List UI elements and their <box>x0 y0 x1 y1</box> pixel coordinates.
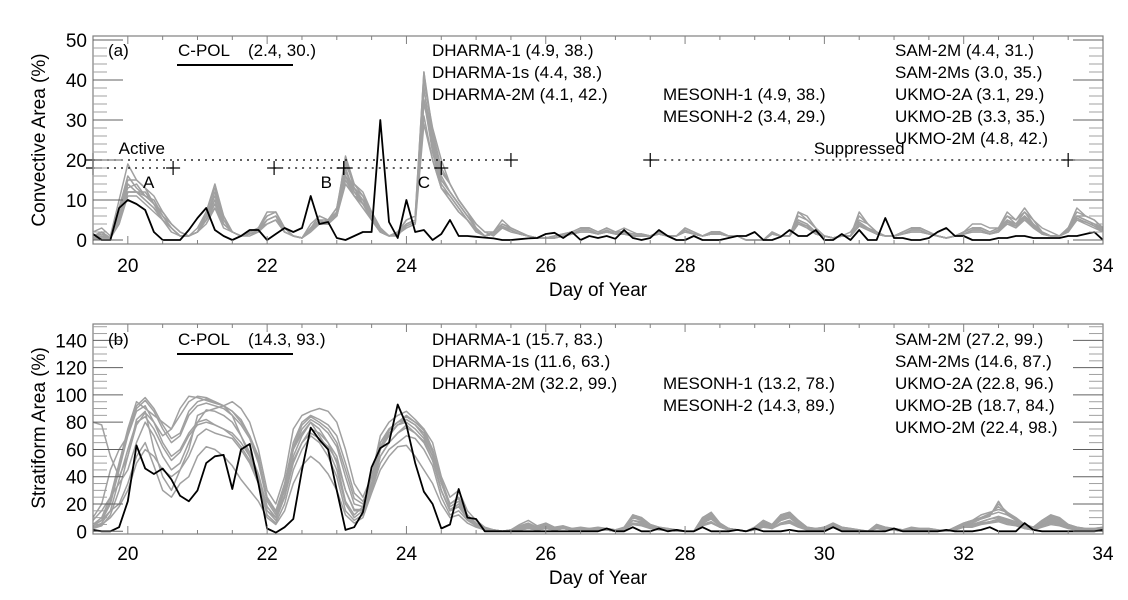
subperiod-label-b: B <box>321 173 332 192</box>
y-tick-label: 0 <box>76 231 87 252</box>
panel-stratiform: 20 22 24 26 28 30 32 34 0 20 40 60 80 100 120 140 Strat… <box>29 323 1114 589</box>
x-tick-label: 32 <box>953 256 974 277</box>
series-line-dharma-1s <box>93 441 1103 533</box>
x-tick-label: 32 <box>953 544 974 565</box>
x-tick-label: 22 <box>257 256 278 277</box>
subperiod-label-a: A <box>143 173 155 192</box>
series-line-ukmo-2m <box>93 396 1103 533</box>
subperiod-label-c: C <box>418 173 430 192</box>
y-tick-label: 100 <box>55 386 87 407</box>
x-axis-label: Day of Year <box>549 280 648 301</box>
legend-entry-ukmo-2b: UKMO-2B (18.7, 84.) <box>895 396 1055 415</box>
y-axis-label: Convective Area (%) <box>29 53 50 226</box>
panel-label: (a) <box>108 41 129 60</box>
x-tick-label: 30 <box>814 256 835 277</box>
legend-entry-dharma-1: DHARMA-1 (15.7, 83.) <box>432 330 603 349</box>
x-tick-label: 22 <box>257 544 278 565</box>
y-axis-label: Stratiform Area (%) <box>29 347 50 509</box>
legend-entry-dharma-2m: DHARMA-2M (32.2, 99.) <box>432 374 617 393</box>
x-tick-label: 34 <box>1092 544 1114 565</box>
y-tick-label: 20 <box>66 151 87 172</box>
y-tick-label: 30 <box>66 111 87 132</box>
legend-entry-dharma-1s: DHARMA-1s (4.4, 38.) <box>432 63 602 82</box>
obs-legend-name: C-POL <box>178 330 230 349</box>
legend-entry-ukmo-2a: UKMO-2A (3.1, 29.) <box>895 85 1044 104</box>
y-tick-label: 20 <box>66 495 87 516</box>
x-tick-label: 28 <box>674 256 695 277</box>
series-group <box>93 71 1103 241</box>
x-tick-label: 26 <box>535 544 556 565</box>
model-legend: DHARMA-1 (15.7, 83.) DHARMA-1s (11.6, 63.… <box>432 330 1058 437</box>
tick-labels: 20 22 24 26 28 30 32 34 0 10 20 30 40 50 <box>66 31 1114 277</box>
x-tick-label: 30 <box>814 544 835 565</box>
obs-legend-name: C-POL <box>178 41 230 60</box>
legend-entry-dharma-2m: DHARMA-2M (4.1, 42.) <box>432 85 608 104</box>
x-tick-label: 26 <box>535 256 556 277</box>
series-group <box>93 395 1103 534</box>
y-tick-label: 140 <box>55 331 87 352</box>
model-legend: DHARMA-1 (4.9, 38.) DHARMA-1s (4.4, 38.) D… <box>432 41 1048 148</box>
y-tick-label: 40 <box>66 71 87 92</box>
y-tick-label: 80 <box>66 413 87 434</box>
y-tick-label: 60 <box>66 440 87 461</box>
y-tick-label: 0 <box>76 522 87 543</box>
observation-legend: C-POL (2.4, 30.) <box>177 41 316 66</box>
y-tick-label: 120 <box>55 359 87 380</box>
axis-ticks <box>92 36 1104 244</box>
legend-entry-dharma-1s: DHARMA-1s (11.6, 63.) <box>432 352 610 371</box>
x-tick-label: 28 <box>674 544 695 565</box>
legend-entry-ukmo-2a: UKMO-2A (22.8, 96.) <box>895 374 1054 393</box>
series-line-sam-2m <box>93 395 1103 533</box>
suppressed-label: Suppressed <box>814 139 905 158</box>
series-line-c-pol <box>93 403 1103 534</box>
legend-entry-mesonh-1: MESONH-1 (4.9, 38.) <box>663 85 826 104</box>
y-tick-label: 50 <box>66 31 87 52</box>
tick-labels: 20 22 24 26 28 30 32 34 0 20 40 60 80 100 120 140 <box>55 331 1114 565</box>
legend-entry-mesonh-2: MESONH-2 (14.3, 89.) <box>663 396 835 415</box>
axis-ticks <box>92 324 1104 534</box>
x-tick-label: 24 <box>396 544 418 565</box>
period-annotations: Active Suppressed A B C <box>86 139 1076 192</box>
obs-legend-stats: (2.4, 30.) <box>248 41 316 60</box>
y-tick-label: 10 <box>66 191 87 212</box>
panel-label: (b) <box>108 330 129 349</box>
legend-entry-ukmo-2b: UKMO-2B (3.3, 35.) <box>895 107 1045 126</box>
legend-entry-ukmo-2m: UKMO-2M (22.4, 98.) <box>895 418 1058 437</box>
x-tick-label: 34 <box>1092 256 1114 277</box>
legend-entry-sam-2ms: SAM-2Ms (14.6, 87.) <box>895 352 1052 371</box>
series-line-ukmo-2m <box>93 71 1103 241</box>
legend-entry-sam-2ms: SAM-2Ms (3.0, 35.) <box>895 63 1042 82</box>
legend-entry-dharma-1: DHARMA-1 (4.9, 38.) <box>432 41 594 60</box>
x-tick-label: 20 <box>117 256 138 277</box>
series-line-dharma-2m <box>93 395 1103 533</box>
plot-frame <box>92 35 1104 245</box>
x-axis-label: Day of Year <box>549 568 648 589</box>
active-label: Active <box>119 139 165 158</box>
observation-legend: C-POL (14.3, 93.) <box>177 330 326 355</box>
series-line-c-pol <box>93 119 1103 241</box>
obs-legend-stats: (14.3, 93.) <box>248 330 326 349</box>
legend-entry-mesonh-1: MESONH-1 (13.2, 78.) <box>663 374 835 393</box>
legend-entry-sam-2m: SAM-2M (4.4, 31.) <box>895 41 1034 60</box>
x-tick-label: 24 <box>396 256 418 277</box>
y-tick-label: 40 <box>66 468 87 489</box>
x-tick-label: 20 <box>117 544 138 565</box>
legend-entry-mesonh-2: MESONH-2 (3.4, 29.) <box>663 107 826 126</box>
legend-entry-sam-2m: SAM-2M (27.2, 99.) <box>895 330 1043 349</box>
legend-entry-ukmo-2m: UKMO-2M (4.8, 42.) <box>895 129 1048 148</box>
